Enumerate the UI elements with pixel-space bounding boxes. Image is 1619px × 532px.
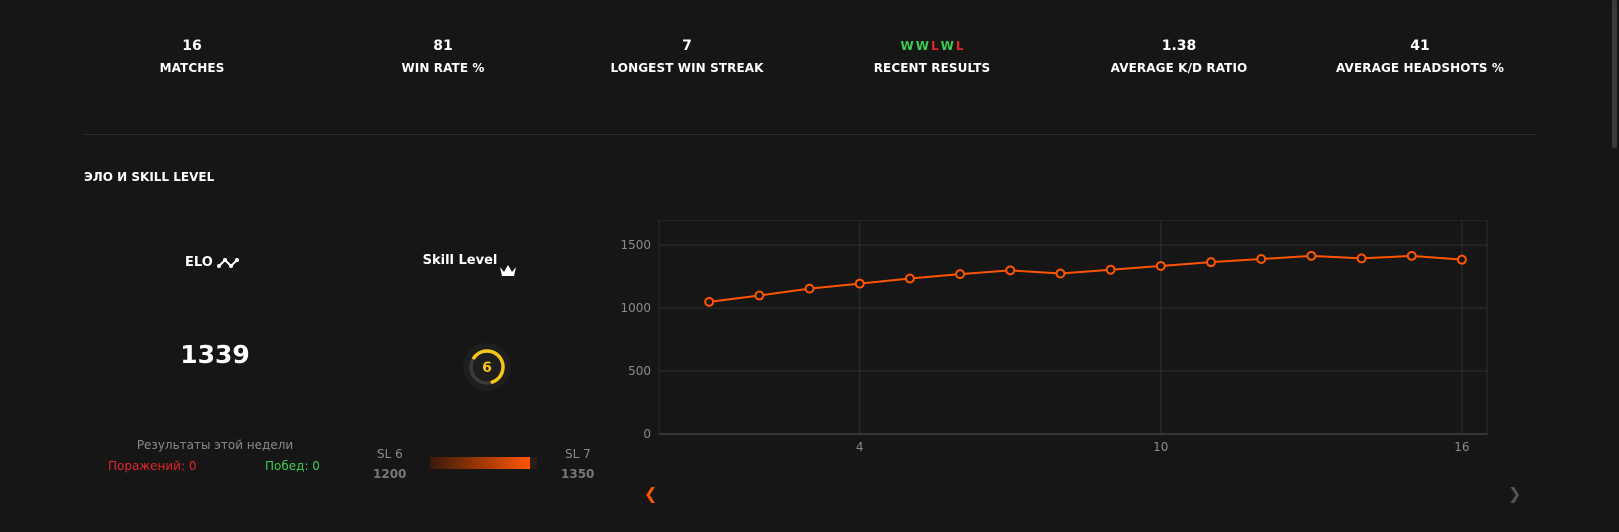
chart-y-tick-label: 1500 xyxy=(620,238,651,252)
week-losses: Поражений: 0 xyxy=(108,459,197,473)
chart-point xyxy=(1005,265,1016,276)
chart-point xyxy=(1256,254,1267,265)
stat-matches: 16 MATCHES xyxy=(72,36,312,77)
stat-value: 81 xyxy=(433,38,453,54)
scrollbar[interactable] xyxy=(1609,0,1619,532)
stat-label: MATCHES xyxy=(159,61,225,75)
chart-point xyxy=(1306,250,1317,261)
chevron-left-icon[interactable]: ❮ xyxy=(644,484,658,503)
chart-point xyxy=(955,269,966,280)
stat-longest-win-streak: 7 LONGEST WIN STREAK xyxy=(567,36,807,77)
chart-y-tick-label: 0 xyxy=(643,427,651,441)
stat-value: 41 xyxy=(1410,38,1430,54)
scrollbar-thumb[interactable] xyxy=(1612,0,1617,148)
crown-icon xyxy=(500,265,516,276)
result-loss: L xyxy=(955,39,964,53)
progress-left-level: SL 6 xyxy=(377,447,403,461)
chart-x-tick-label: 16 xyxy=(1454,440,1469,454)
chart-x-tick-label: 4 xyxy=(856,440,864,454)
stat-headshots: 41 AVERAGE HEADSHOTS % xyxy=(1300,36,1540,77)
chart-point xyxy=(904,273,915,284)
stat-win-rate: 81 WIN RATE % xyxy=(323,36,563,77)
chart-point xyxy=(804,283,815,294)
stat-label: LONGEST WIN STREAK xyxy=(610,61,764,75)
skill-level-value: 6 xyxy=(482,360,492,376)
stat-label: AVERAGE HEADSHOTS % xyxy=(1335,61,1504,75)
chart-y-tick-label: 1000 xyxy=(620,301,651,315)
chart-point xyxy=(1356,253,1367,264)
chart-series-line xyxy=(709,254,1462,303)
chart-point xyxy=(1206,257,1216,268)
skill-level-badge: 6 xyxy=(463,343,511,391)
chart-point xyxy=(704,296,715,307)
chart-y-tick-label: 500 xyxy=(628,364,651,378)
chart-point xyxy=(754,290,765,301)
stat-value: 7 xyxy=(682,38,692,54)
elo-history-chart: 0 500 1000 1500 4 10 16 xyxy=(620,220,1488,454)
elo-heading: ELO xyxy=(185,255,241,270)
divider xyxy=(84,134,1536,135)
result-win: W xyxy=(940,39,954,53)
chart-x-tick-label: 10 xyxy=(1153,440,1168,454)
chart-point xyxy=(1105,264,1116,275)
elo-progress-bar xyxy=(430,457,537,469)
chart-point xyxy=(1055,268,1066,279)
stat-value: 16 xyxy=(182,38,202,54)
progress-right-elo: 1350 xyxy=(561,467,595,481)
chart-plot-area xyxy=(658,220,1488,435)
skill-level-label: Skill Level xyxy=(422,253,498,268)
stat-label: RECENT RESULTS xyxy=(873,61,991,75)
section-title: ЭЛО И SKILL LEVEL xyxy=(84,170,215,184)
chart-point xyxy=(1155,260,1166,271)
skill-level-arc xyxy=(472,349,505,384)
progress-right-level: SL 7 xyxy=(565,447,591,461)
result-loss: L xyxy=(930,39,939,53)
week-wins: Побед: 0 xyxy=(265,459,320,473)
result-win: W xyxy=(915,39,929,53)
stat-label: AVERAGE K/D RATIO xyxy=(1110,61,1248,75)
stat-label: WIN RATE % xyxy=(401,61,485,75)
stat-value: 1.38 xyxy=(1161,38,1197,54)
stat-kd-ratio: 1.38 AVERAGE K/D RATIO xyxy=(1059,36,1299,77)
chart-point xyxy=(1406,250,1417,261)
elo-progress-fill xyxy=(430,457,530,469)
chart-point xyxy=(1456,254,1467,265)
progress-left-elo: 1200 xyxy=(373,467,407,481)
elo-value: 1339 xyxy=(180,340,250,369)
elo-graph-icon xyxy=(216,257,239,268)
elo-label: ELO xyxy=(185,255,213,270)
week-results-title: Результаты этой недели xyxy=(136,438,294,452)
result-win: W xyxy=(900,39,914,53)
chart-point xyxy=(854,278,865,289)
chevron-right-icon[interactable]: ❯ xyxy=(1508,484,1522,503)
